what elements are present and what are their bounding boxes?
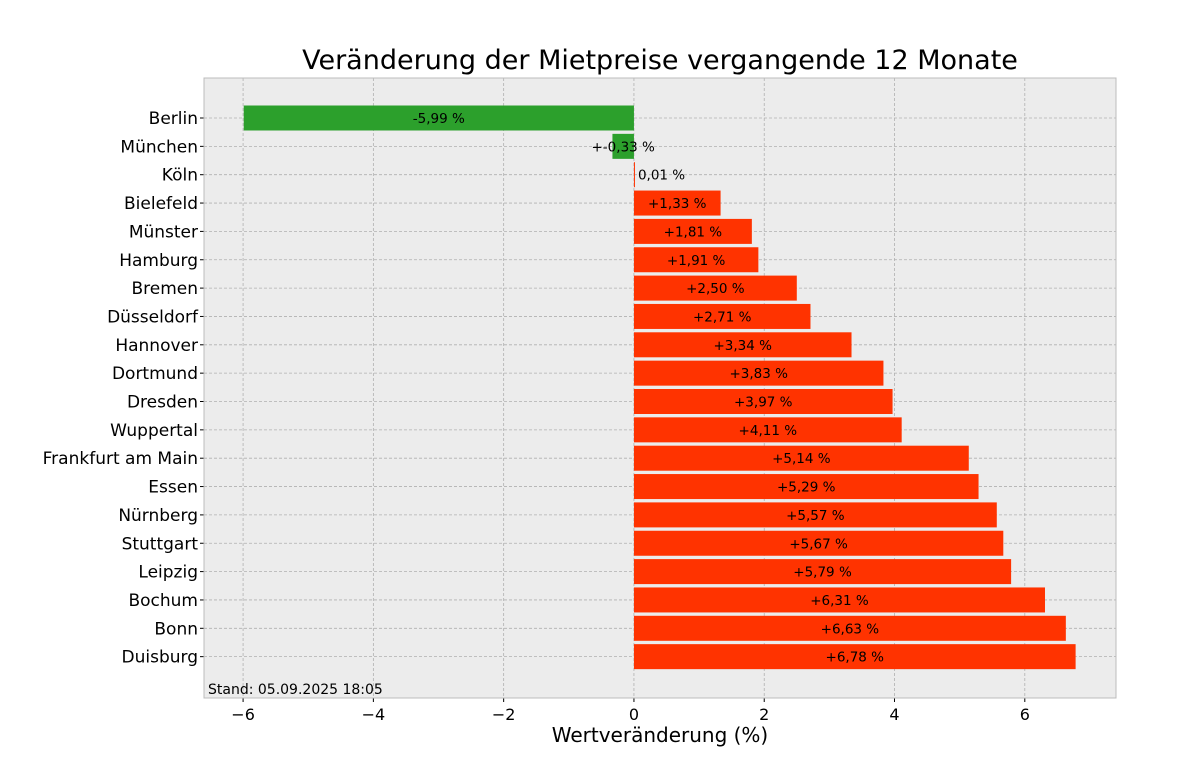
x-tick-label: −2 xyxy=(492,705,516,724)
bar-value-label: +3,97 % xyxy=(734,395,793,411)
category-label: Dortmund xyxy=(112,364,198,384)
bar xyxy=(633,474,979,500)
x-axis-ticks: −6 −4 −2 0 2 4 6 xyxy=(231,698,1030,724)
category-labels: Berlin München Köln Bielefeld Münster Hamburg… xyxy=(43,109,204,668)
bar xyxy=(633,162,635,188)
data-labels: -5,99 % +-0,33 % 0,01 % +1,33 % +1,81 % +1,91… xyxy=(413,111,884,666)
x-tick-label: −4 xyxy=(362,705,386,724)
bar-value-label: +6,31 % xyxy=(810,593,869,609)
bar-value-label: +4,11 % xyxy=(739,423,798,439)
bar xyxy=(633,530,1004,556)
category-label: München xyxy=(120,137,198,157)
bar-value-label: +5,67 % xyxy=(789,536,848,552)
plot-frame xyxy=(203,77,1117,699)
x-axis-label: Wertveränderung (%) xyxy=(552,723,769,747)
bar-value-label: +6,78 % xyxy=(826,650,885,666)
bar-value-label: +2,71 % xyxy=(693,309,752,325)
bar-value-label: +1,81 % xyxy=(664,224,723,240)
category-label: Stuttgart xyxy=(122,534,199,554)
bar xyxy=(633,644,1076,670)
bar-value-label: +2,50 % xyxy=(686,281,745,297)
bar xyxy=(633,275,797,301)
category-label: Düsseldorf xyxy=(107,307,199,327)
category-label: Leipzig xyxy=(138,563,198,583)
bar-value-label: +5,14 % xyxy=(772,451,831,467)
bar xyxy=(633,190,721,216)
bar xyxy=(633,417,902,443)
bar-value-label: -5,99 % xyxy=(413,111,465,127)
x-tick-label: 4 xyxy=(889,705,899,724)
bar xyxy=(243,105,634,131)
category-label: Nürnberg xyxy=(118,506,198,526)
bar-value-label: +1,91 % xyxy=(667,253,726,269)
bar xyxy=(633,218,752,244)
bar-value-label: +3,34 % xyxy=(713,338,772,354)
bar-value-label: 0,01 % xyxy=(638,168,685,184)
category-label: Hannover xyxy=(115,336,198,356)
timestamp-note: Stand: 05.09.2025 18:05 xyxy=(208,682,383,698)
bar-value-label: +1,33 % xyxy=(648,196,707,212)
chart-title: Veränderung der Mietpreise vergangende 1… xyxy=(302,45,1018,76)
bar xyxy=(633,502,997,528)
bar-value-label: +5,57 % xyxy=(786,508,845,524)
x-tick-label: 2 xyxy=(759,705,769,724)
bar-value-label: +5,29 % xyxy=(777,480,836,496)
category-label: Hamburg xyxy=(119,251,198,271)
bar xyxy=(633,615,1066,641)
bars xyxy=(243,105,1076,670)
bar-value-label: +5,79 % xyxy=(793,565,852,581)
bar xyxy=(633,587,1045,613)
bar-value-label: +6,63 % xyxy=(821,621,880,637)
x-tick-label: 0 xyxy=(629,705,639,724)
bar-value-label: +3,83 % xyxy=(729,366,788,382)
category-label: Duisburg xyxy=(122,648,199,668)
bar xyxy=(633,389,893,414)
category-label: Bonn xyxy=(154,619,198,639)
bar xyxy=(633,332,852,358)
category-label: Bochum xyxy=(128,591,198,611)
category-label: Münster xyxy=(129,222,198,242)
category-label: Frankfurt am Main xyxy=(43,449,198,469)
category-label: Köln xyxy=(162,166,198,186)
bar xyxy=(633,303,811,329)
category-label: Dresden xyxy=(127,393,198,413)
x-tick-label: −6 xyxy=(231,705,255,724)
category-label: Bremen xyxy=(131,279,198,299)
category-label: Wuppertal xyxy=(110,421,198,441)
bar xyxy=(633,445,969,471)
category-label: Bielefeld xyxy=(124,194,198,214)
bar-value-label: +-0,33 % xyxy=(592,139,656,155)
category-label: Berlin xyxy=(149,109,198,129)
bar xyxy=(633,360,884,386)
bar xyxy=(633,559,1012,585)
category-label: Essen xyxy=(148,478,198,498)
bar xyxy=(612,133,634,159)
bar xyxy=(633,247,759,273)
x-tick-label: 6 xyxy=(1020,705,1030,724)
